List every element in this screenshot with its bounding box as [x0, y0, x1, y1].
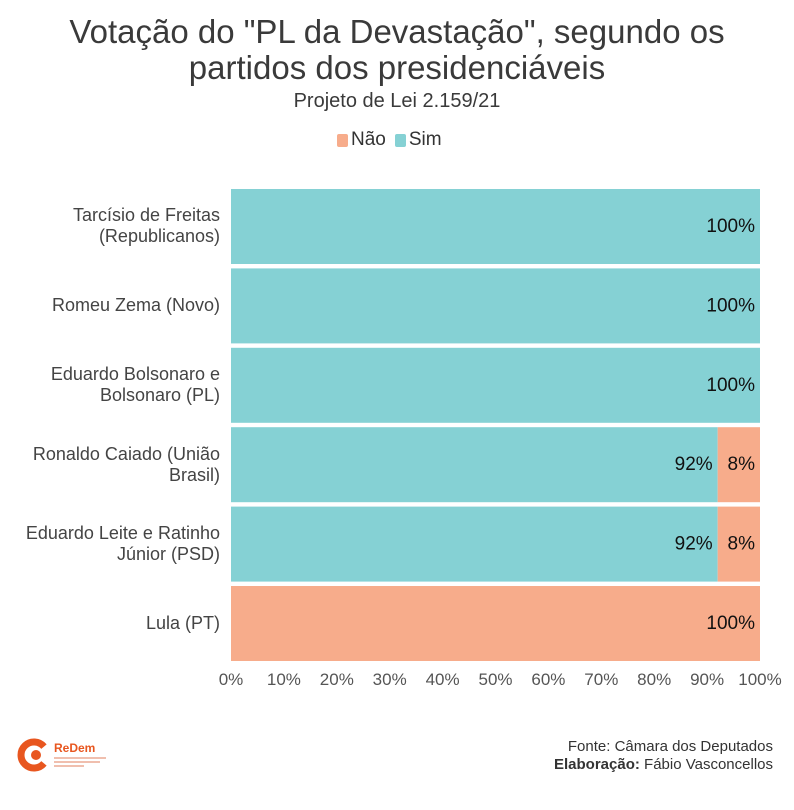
logo-tagline-line: [54, 765, 84, 767]
category-label-eduardo-bolsonaro-e-bolsonaro-pl: Eduardo Bolsonaro e Bolsonaro (PL): [50, 364, 220, 406]
footer-credit: Elaboração: Fábio Vasconcellos: [554, 756, 773, 774]
legend-label-sim: Sim: [408, 129, 442, 150]
x-tick-label-40: 40%: [426, 670, 460, 689]
bar-segment-sim-row-4: [231, 506, 718, 582]
category-labels: Tarcísio de Freitas (Republicanos) Romeu …: [0, 0, 230, 670]
x-tick-label-10: 10%: [267, 670, 301, 689]
x-tick-label-70: 70%: [584, 670, 618, 689]
logo-tagline-line: [54, 761, 100, 763]
footer: Fonte: Câmara dos Deputados Elaboração: …: [554, 738, 773, 774]
bar-segment-nao-row-4: [717, 506, 760, 582]
logo-tagline-line: [54, 757, 106, 759]
x-tick-label-80: 80%: [637, 670, 671, 689]
category-label-eduardo-leite-e-ratinho-junior-psd: Eduardo Leite e Ratinho Júnior (PSD): [25, 523, 220, 565]
bar-segment-nao-row-5: [231, 586, 760, 661]
bar-segment-sim-row-3: [231, 427, 718, 503]
x-tick-label-100: 100%: [738, 670, 781, 689]
x-tick-label-0: 0%: [219, 670, 244, 689]
bar-segment-sim-row-2: [231, 347, 760, 423]
footer-credit-name: Fábio Vasconcellos: [644, 756, 773, 773]
category-label-lula-pt: Lula (PT): [145, 612, 220, 633]
logo-ring-icon: [17, 738, 47, 772]
x-tick-label-90: 90%: [690, 670, 724, 689]
data-label-nao-row-3: 8%: [728, 454, 756, 475]
data-label-sim-row-1: 100%: [706, 295, 755, 316]
category-label-ronaldo-caiado-uniao-brasil: Ronaldo Caiado (União Brasil): [32, 443, 220, 485]
legend: Não Sim: [337, 130, 442, 150]
x-tick-label-60: 60%: [531, 670, 565, 689]
bar-segment-nao-row-3: [717, 427, 760, 503]
legend-swatch-sim: [394, 133, 406, 147]
redem-logo: ReDem: [17, 738, 106, 772]
x-tick-label-20: 20%: [320, 670, 354, 689]
legend-swatch-nao: [337, 133, 348, 147]
data-label-sim-row-2: 100%: [706, 375, 755, 396]
bars-group: [231, 189, 760, 661]
footer-source: Fonte: Câmara dos Deputados: [567, 738, 773, 755]
x-tick-label-50: 50%: [478, 670, 512, 689]
legend-label-nao: Não: [351, 129, 386, 150]
data-label-nao-row-5: 100%: [706, 613, 755, 634]
chart-title: Votação do "PL da Devastação", segundo o…: [69, 13, 725, 86]
footer-credit-label: Elaboração:: [553, 756, 640, 773]
x-axis-ticks: 0% 10% 20% 30% 40% 50% 60% 70% 80% 90% 100%: [219, 670, 782, 689]
logo-dot-icon: [31, 750, 41, 760]
data-label-sim-row-3: 92%: [675, 454, 713, 475]
bar-segment-sim-row-1: [231, 268, 760, 344]
bar-segment-sim-row-0: [231, 189, 760, 264]
legend-item-sim: Sim: [394, 129, 442, 150]
x-tick-label-30: 30%: [373, 670, 407, 689]
data-label-sim-row-0: 100%: [706, 216, 755, 237]
data-labels-group: 100% 100% 100% 92% 8% 92% 8% 100%: [675, 216, 755, 634]
category-label-romeu-zema-novo: Romeu Zema (Novo): [51, 295, 220, 316]
data-label-nao-row-4: 8%: [728, 534, 756, 555]
legend-item-nao: Não: [337, 130, 386, 150]
logo-wordmark: ReDem: [54, 741, 95, 755]
category-label-tarcisio-de-freitas-republicanos: Tarcísio de Freitas (Republicanos): [72, 205, 220, 247]
chart-subtitle: Projeto de Lei 2.159/21: [293, 90, 501, 112]
data-label-sim-row-4: 92%: [675, 534, 713, 555]
